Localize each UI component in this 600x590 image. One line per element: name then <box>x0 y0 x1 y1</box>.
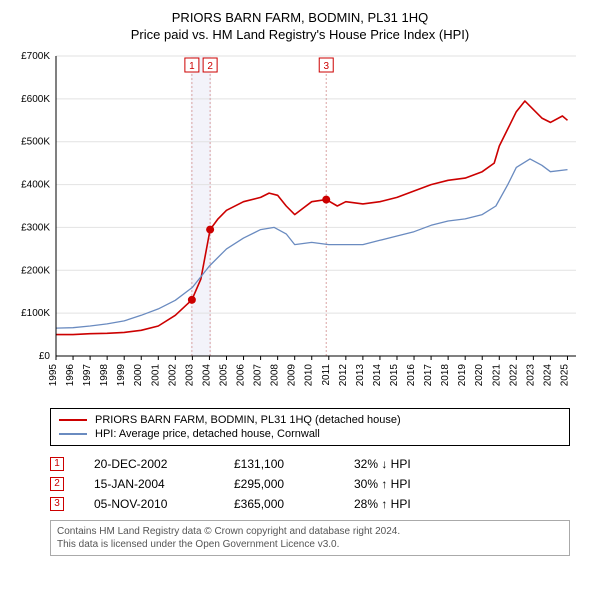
transaction-marker: 3 <box>50 497 64 511</box>
transaction-price: £131,100 <box>234 457 324 471</box>
transaction-table: 1 20-DEC-2002 £131,100 32% ↓ HPI 2 15-JAN-200… <box>50 454 588 514</box>
svg-text:2002: 2002 <box>167 364 178 387</box>
svg-text:1995: 1995 <box>48 364 59 387</box>
svg-text:2000: 2000 <box>133 364 144 387</box>
svg-text:2005: 2005 <box>218 364 229 387</box>
svg-text:2018: 2018 <box>440 364 451 387</box>
svg-text:2003: 2003 <box>184 364 195 387</box>
svg-text:2009: 2009 <box>287 364 298 387</box>
svg-text:2022: 2022 <box>508 364 519 387</box>
transaction-date: 05-NOV-2010 <box>94 497 204 511</box>
transaction-row: 3 05-NOV-2010 £365,000 28% ↑ HPI <box>50 494 588 514</box>
chart-title-sub: Price paid vs. HM Land Registry's House … <box>12 27 588 42</box>
svg-text:2012: 2012 <box>338 364 349 387</box>
transaction-marker: 2 <box>50 477 64 491</box>
footer-line-1: Contains HM Land Registry data © Crown c… <box>57 525 563 538</box>
transaction-diff: 30% ↑ HPI <box>354 477 474 491</box>
svg-text:2017: 2017 <box>423 364 434 387</box>
transaction-date: 20-DEC-2002 <box>94 457 204 471</box>
legend-label: PRIORS BARN FARM, BODMIN, PL31 1HQ (deta… <box>95 414 401 426</box>
transaction-diff: 28% ↑ HPI <box>354 497 474 511</box>
svg-text:1999: 1999 <box>116 364 127 387</box>
svg-text:2024: 2024 <box>542 364 553 387</box>
svg-text:2023: 2023 <box>525 364 536 387</box>
svg-text:2015: 2015 <box>389 364 400 387</box>
legend-label: HPI: Average price, detached house, Corn… <box>95 428 320 440</box>
svg-text:2010: 2010 <box>304 364 315 387</box>
svg-text:2004: 2004 <box>201 364 212 387</box>
transaction-diff: 32% ↓ HPI <box>354 457 474 471</box>
legend-row: PRIORS BARN FARM, BODMIN, PL31 1HQ (deta… <box>59 413 561 427</box>
svg-text:£200K: £200K <box>21 265 50 276</box>
svg-text:2019: 2019 <box>457 364 468 387</box>
svg-text:2006: 2006 <box>236 364 247 387</box>
svg-text:1998: 1998 <box>99 364 110 387</box>
transaction-marker: 1 <box>50 457 64 471</box>
svg-text:2016: 2016 <box>406 364 417 387</box>
svg-text:2013: 2013 <box>355 364 366 387</box>
chart-area: £0 £100K £200K £300K £400K £500K £600K £700K 1 2 3… <box>12 50 588 400</box>
svg-text:2001: 2001 <box>150 364 161 387</box>
svg-text:£100K: £100K <box>21 308 50 319</box>
svg-text:£0: £0 <box>39 351 51 362</box>
legend-box: PRIORS BARN FARM, BODMIN, PL31 1HQ (deta… <box>50 408 570 446</box>
svg-text:2: 2 <box>207 61 213 72</box>
svg-text:2025: 2025 <box>559 364 570 387</box>
transaction-date: 15-JAN-2004 <box>94 477 204 491</box>
svg-text:2008: 2008 <box>270 364 281 387</box>
legend-row: HPI: Average price, detached house, Corn… <box>59 427 561 441</box>
svg-text:1997: 1997 <box>82 364 93 387</box>
svg-text:£500K: £500K <box>21 137 50 148</box>
line-chart-svg: £0 £100K £200K £300K £400K £500K £600K £700K 1 2 3… <box>12 50 588 400</box>
svg-text:£700K: £700K <box>21 51 50 62</box>
svg-text:2014: 2014 <box>372 364 383 387</box>
footer-attribution: Contains HM Land Registry data © Crown c… <box>50 520 570 556</box>
svg-text:£300K: £300K <box>21 222 50 233</box>
legend-swatch <box>59 419 87 421</box>
legend-swatch <box>59 433 87 435</box>
svg-text:2020: 2020 <box>474 364 485 387</box>
svg-text:2021: 2021 <box>491 364 502 387</box>
transaction-row: 1 20-DEC-2002 £131,100 32% ↓ HPI <box>50 454 588 474</box>
transaction-price: £365,000 <box>234 497 324 511</box>
svg-text:£400K: £400K <box>21 180 50 191</box>
transaction-row: 2 15-JAN-2004 £295,000 30% ↑ HPI <box>50 474 588 494</box>
svg-text:3: 3 <box>323 61 329 72</box>
footer-line-2: This data is licensed under the Open Gov… <box>57 538 563 551</box>
svg-text:1996: 1996 <box>65 364 76 387</box>
svg-text:£600K: £600K <box>21 94 50 105</box>
chart-title-main: PRIORS BARN FARM, BODMIN, PL31 1HQ <box>12 10 588 25</box>
transaction-price: £295,000 <box>234 477 324 491</box>
svg-text:1: 1 <box>189 61 195 72</box>
svg-text:2007: 2007 <box>253 364 264 387</box>
svg-text:2011: 2011 <box>321 364 332 386</box>
